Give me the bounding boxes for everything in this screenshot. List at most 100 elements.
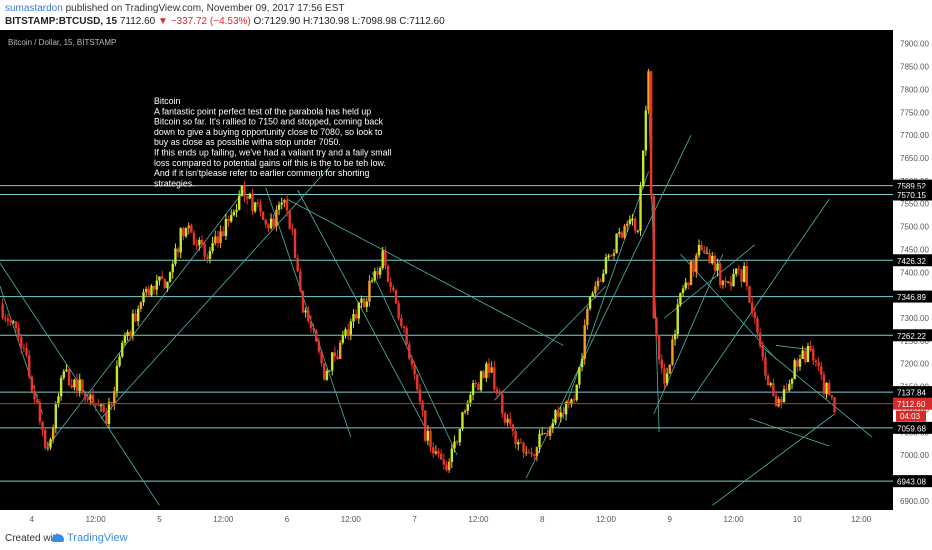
- candle-body: [248, 193, 252, 199]
- candle-body: [195, 244, 198, 246]
- candle-body: [620, 232, 624, 238]
- candle-body: [774, 395, 778, 407]
- x-tick-label: 12:00: [724, 515, 745, 524]
- candle-body: [663, 368, 666, 384]
- candle-body: [176, 248, 180, 253]
- x-tick-label: 6: [285, 515, 290, 524]
- candle-body: [543, 432, 547, 434]
- candle-body: [301, 290, 305, 313]
- last-price: 7112.60: [119, 16, 156, 27]
- candle-body: [716, 263, 719, 271]
- footer: Created with TradingView: [0, 528, 932, 550]
- candle-body: [107, 402, 111, 424]
- candle-body: [742, 266, 746, 282]
- candle-body: [341, 335, 345, 343]
- candle-body: [402, 326, 406, 328]
- trend-line: [712, 413, 835, 506]
- symbol-line: BITSTAMP:BTCUSD, 15 7112.60 ▼ −337.72 (−…: [5, 16, 445, 27]
- candle-body: [578, 367, 581, 385]
- x-tick-label: 12:00: [213, 515, 234, 524]
- candle-body: [455, 441, 459, 443]
- price-level-tag-bg: [893, 188, 932, 201]
- candle-body: [46, 447, 50, 449]
- candle-body: [269, 218, 273, 229]
- candle-body: [75, 379, 79, 391]
- candle-body: [748, 286, 751, 303]
- candle-body: [695, 255, 698, 273]
- candle-body: [575, 384, 578, 400]
- candle-body: [1, 304, 4, 318]
- candle-body: [296, 258, 299, 272]
- candle-body: [825, 383, 828, 394]
- candle-body: [240, 185, 244, 196]
- candle-body: [325, 370, 329, 380]
- candle-body: [580, 358, 584, 368]
- candle-body: [708, 252, 711, 264]
- candle-body: [703, 250, 706, 254]
- x-tick-label: 4: [30, 515, 35, 524]
- candle-body: [554, 410, 557, 424]
- candle-body: [429, 430, 432, 448]
- candle-body: [777, 399, 780, 407]
- candle-body: [214, 236, 217, 244]
- candle-body: [174, 248, 177, 264]
- candle-body: [657, 335, 661, 360]
- candle-body: [36, 399, 39, 403]
- candle-body: [732, 273, 735, 287]
- candle-body: [711, 255, 714, 264]
- candle-body: [320, 351, 323, 364]
- candle-body: [408, 344, 411, 359]
- candle-body: [498, 393, 501, 395]
- plot-area[interactable]: [0, 30, 893, 510]
- candle-body: [354, 313, 358, 319]
- candle-body: [277, 204, 281, 210]
- tradingview-logo[interactable]: TradingView: [52, 532, 128, 544]
- candle-body: [280, 202, 283, 205]
- candle-body: [152, 285, 156, 290]
- candle-body: [328, 370, 331, 372]
- candle-body: [331, 352, 334, 371]
- candle-body: [121, 343, 124, 357]
- candle-body: [583, 325, 586, 359]
- candle-body: [750, 302, 754, 313]
- author-link[interactable]: sumastardon: [5, 3, 63, 14]
- price-level-tag: 7426.32: [897, 257, 926, 266]
- price-level-tag-bg: [893, 421, 932, 434]
- candle-body: [655, 318, 658, 336]
- candle-body: [253, 202, 257, 212]
- candle-body: [745, 266, 749, 287]
- chart-header: sumastardon published on TradingView.com…: [0, 0, 932, 30]
- y-tick-label: 6900.00: [900, 497, 929, 506]
- trend-line: [494, 285, 607, 401]
- candle-body: [782, 389, 786, 403]
- candle-body: [772, 383, 775, 396]
- candle-body: [384, 250, 387, 266]
- candle-body: [485, 363, 488, 378]
- price-level-tag: 7137.84: [897, 389, 926, 398]
- x-tick-label: 12:00: [86, 515, 107, 524]
- candle-body: [312, 327, 315, 331]
- candle-body: [99, 404, 103, 406]
- candle-body: [344, 329, 347, 336]
- candle-body: [360, 298, 363, 303]
- candle-body: [628, 219, 632, 224]
- current-price-tag: 7112.60: [897, 400, 926, 409]
- candle-body: [604, 257, 608, 274]
- candle-body: [687, 282, 690, 286]
- candle-body: [166, 281, 169, 289]
- price-chart[interactable]: Bitcoin / Dollar, 15, BITSTAMP BitcoinA …: [0, 30, 932, 528]
- candle-body: [633, 218, 637, 231]
- candle-body: [599, 280, 602, 282]
- candle-body: [596, 280, 600, 287]
- candle-body: [65, 369, 68, 372]
- trend-line: [297, 189, 426, 428]
- annotation-line: Bitcoin: [154, 96, 181, 106]
- annotation-line: A fantastic point perfect test of the pa…: [154, 106, 371, 116]
- candle-body: [806, 345, 810, 363]
- annotation-line: buy as close as possible witha stop unde…: [154, 137, 341, 147]
- candle-body: [378, 267, 382, 275]
- countdown-tag: 04:03: [900, 412, 921, 421]
- candle-body: [458, 428, 461, 443]
- candle-body: [373, 271, 376, 281]
